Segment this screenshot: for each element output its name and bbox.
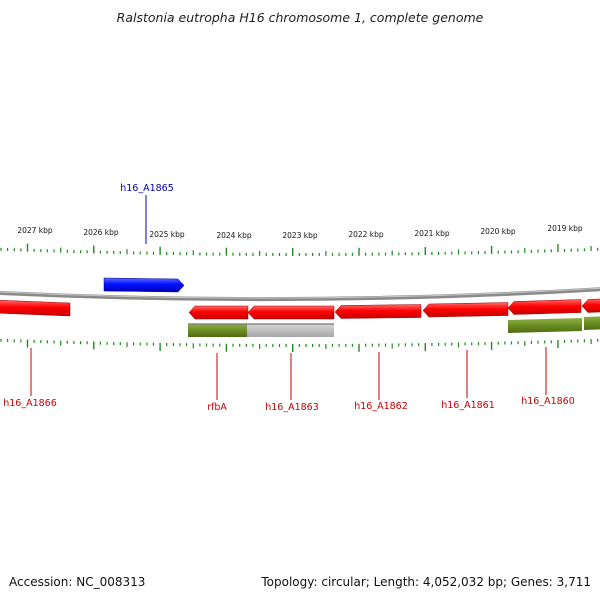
scale-label-2023: 2023 kbp [282, 231, 318, 240]
genome-backbone-highlight [0, 287, 600, 299]
label-h16-A1860[interactable]: h16_A1860 [521, 396, 575, 407]
scale-label-2026: 2026 kbp [83, 228, 119, 237]
label-rfbA[interactable]: rfbA [207, 402, 227, 413]
gene-h16-A1865[interactable] [103, 277, 185, 293]
gene-next-right[interactable] [581, 298, 600, 313]
cds-h16-A1860[interactable] [508, 318, 582, 333]
label-h16-A1861[interactable]: h16_A1861 [441, 400, 495, 411]
scale-label-2024: 2024 kbp [216, 231, 252, 240]
scale-labels: 2027 kbp 2026 kbp 2025 kbp 2024 kbp 2023… [17, 224, 583, 240]
cds-rfbA[interactable] [188, 324, 247, 337]
label-h16-A1866[interactable]: h16_A1866 [3, 398, 57, 409]
gene-h16-A1863[interactable] [247, 305, 335, 320]
gene-rfbA[interactable] [188, 305, 249, 320]
accession-text: Accession: NC_008313 [9, 575, 146, 589]
inner-tick-ring [0, 338, 599, 352]
scale-label-2021: 2021 kbp [414, 229, 450, 238]
label-h16-A1863[interactable]: h16_A1863 [265, 402, 319, 413]
gene-h16-A1861[interactable] [422, 302, 509, 318]
gene-h16-A1866[interactable] [0, 299, 71, 317]
label-h16-A1865[interactable]: h16_A1865 [120, 183, 174, 194]
genome-backbone [0, 287, 600, 302]
gene-h16-A1860[interactable] [507, 299, 582, 315]
cds-next-right[interactable] [584, 316, 600, 330]
label-h16-A1862[interactable]: h16_A1862 [354, 401, 408, 412]
scale-label-2027: 2027 kbp [17, 226, 53, 235]
map-title: Ralstonia eutropha H16 chromosome 1, com… [116, 10, 484, 25]
scale-label-2019: 2019 kbp [547, 224, 583, 233]
scale-label-2020: 2020 kbp [480, 227, 516, 236]
scale-label-2025: 2025 kbp [149, 230, 185, 239]
gene-h16-A1862[interactable] [334, 304, 422, 319]
genome-summary-text: Topology: circular; Length: 4,052,032 bp… [261, 575, 591, 589]
scale-label-2022: 2022 kbp [348, 230, 384, 239]
cds-h16-A1863-grey[interactable] [247, 324, 334, 337]
outer-tick-ring [0, 243, 599, 256]
